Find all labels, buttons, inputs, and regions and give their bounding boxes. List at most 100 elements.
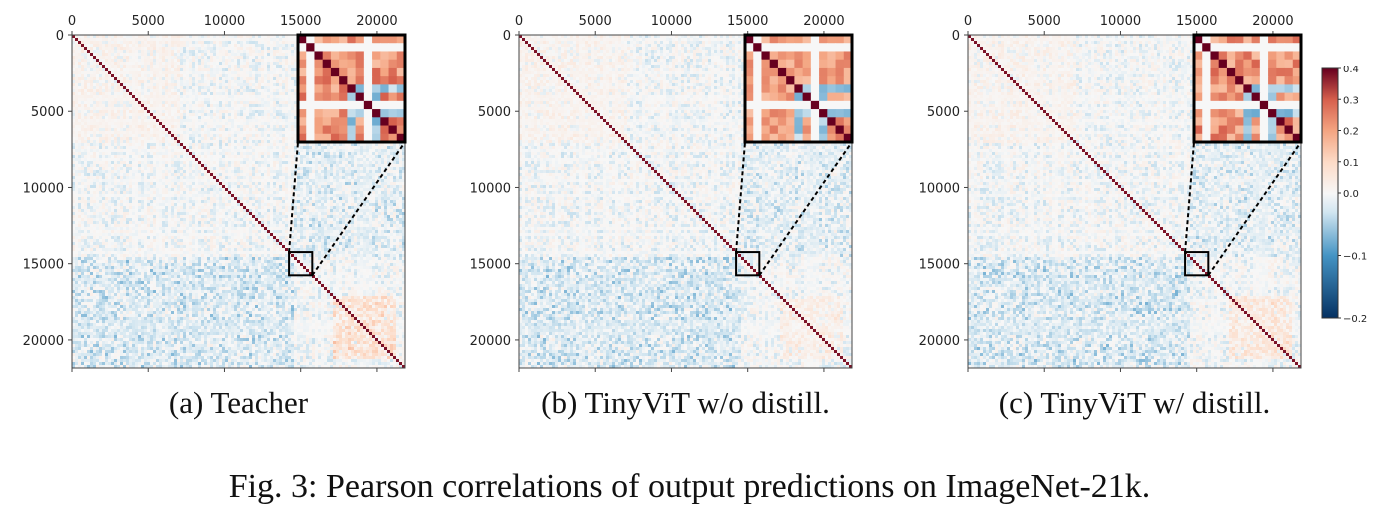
inset-cell	[1218, 125, 1228, 135]
inset-cell	[1243, 43, 1253, 52]
y-tick-label: 5000	[927, 105, 960, 120]
colorbar-tick-label: 0.1	[1343, 158, 1359, 169]
colorbar-segment	[1322, 166, 1338, 168]
colorbar-segment	[1322, 250, 1338, 252]
inset-cell	[1218, 117, 1228, 127]
inset-cell	[1276, 100, 1286, 110]
inset-cell	[819, 35, 828, 44]
inset-cell	[1218, 67, 1228, 77]
colorbar-tick-label: −0.2	[1343, 314, 1367, 325]
inset-cell	[1194, 67, 1203, 77]
colorbar-segment	[1322, 211, 1338, 213]
inset-cell	[355, 59, 365, 69]
colorbar-segment	[1322, 178, 1338, 180]
colorbar-segment	[1322, 212, 1338, 214]
inset-cell	[1218, 84, 1228, 94]
inset-cell	[1226, 125, 1236, 135]
inset-cell	[396, 84, 406, 94]
inset-cell	[1268, 51, 1277, 61]
inset-cell	[1251, 35, 1261, 44]
inset-cell	[819, 133, 828, 143]
inset-cell	[1226, 59, 1236, 69]
inset-cell	[1276, 59, 1286, 69]
inset-cell	[753, 35, 762, 44]
inset-cell	[1276, 35, 1286, 44]
inset-cell	[1226, 109, 1236, 118]
inset-cell	[1259, 67, 1269, 77]
inset-cell	[761, 92, 771, 102]
inset-cell	[380, 109, 390, 118]
inset-cell	[363, 100, 373, 110]
inset-cell	[786, 67, 795, 77]
colorbar-segment	[1322, 280, 1338, 282]
colorbar-tick-label: 0.0	[1343, 189, 1359, 200]
inset-cell	[753, 100, 762, 110]
inset-cell	[1276, 133, 1286, 143]
inset-cell	[810, 59, 820, 69]
colorbar-segment	[1322, 255, 1338, 257]
colorbar-segment	[1322, 152, 1338, 154]
figure-caption: Fig. 3: Pearson correlations of output p…	[228, 468, 1151, 505]
colorbar-segment	[1322, 184, 1338, 186]
inset-cell	[1251, 125, 1261, 135]
colorbar-segment	[1322, 99, 1338, 101]
colorbar-segment	[1322, 189, 1338, 191]
inset-cell	[314, 92, 324, 102]
inset-cell	[372, 133, 381, 143]
colorbar-segment	[1322, 92, 1338, 94]
inset-cell	[827, 59, 837, 69]
inset-cell	[1235, 43, 1244, 52]
colorbar-segment	[1322, 172, 1338, 174]
inset-cell	[1268, 92, 1277, 102]
inset-cell	[777, 125, 787, 135]
inset-cell	[1259, 133, 1269, 143]
inset-cell	[372, 109, 381, 118]
inset-cell	[1194, 125, 1203, 135]
inset-cell	[761, 51, 771, 61]
inset-cell	[1284, 59, 1294, 69]
colorbar-segment	[1322, 69, 1338, 71]
inset-cell	[835, 84, 845, 94]
inset-cell	[1194, 109, 1203, 118]
inset-cell	[794, 133, 804, 143]
inset-cell	[1235, 125, 1244, 135]
inset-cell	[1226, 100, 1236, 110]
colorbar-segment	[1322, 216, 1338, 218]
inset-cell	[1226, 35, 1236, 44]
colorbar-segment	[1322, 155, 1338, 157]
colorbar-segment	[1322, 217, 1338, 219]
colorbar-segment	[1322, 101, 1338, 103]
inset-cell	[298, 43, 307, 52]
colorbar-segment	[1322, 215, 1338, 217]
inset-cell	[1259, 51, 1269, 61]
inset-cell	[745, 100, 754, 110]
inset-cell	[819, 76, 828, 85]
x-tick-label: 0	[964, 14, 972, 29]
inset-cell	[843, 84, 853, 94]
colorbar-segment	[1322, 105, 1338, 107]
inset-cell	[794, 51, 804, 61]
inset-cell	[1292, 59, 1302, 69]
colorbar-segment	[1322, 302, 1338, 304]
inset-cell	[355, 133, 365, 143]
colorbar-segment	[1322, 314, 1338, 316]
inset-cell	[363, 92, 373, 102]
colorbar-segment	[1322, 183, 1338, 185]
subfigure-caption: (b) TinyViT w/o distill.	[541, 385, 830, 420]
y-tick-label: 10000	[470, 181, 511, 196]
inset-cell	[1202, 51, 1211, 61]
inset-cell	[1292, 35, 1302, 44]
inset-cell	[388, 67, 398, 77]
inset-cell	[1243, 51, 1253, 61]
inset-cell	[1268, 100, 1277, 110]
inset-cell	[753, 92, 762, 102]
inset-cell	[355, 100, 365, 110]
colorbar-segment	[1322, 164, 1338, 166]
y-tick-label: 5000	[478, 105, 511, 120]
colorbar-segment	[1322, 93, 1338, 95]
colorbar-segment	[1322, 94, 1338, 96]
inset-cell	[835, 109, 845, 118]
colorbar-segment	[1322, 240, 1338, 242]
colorbar-segment	[1322, 270, 1338, 272]
inset-cell	[372, 92, 381, 102]
